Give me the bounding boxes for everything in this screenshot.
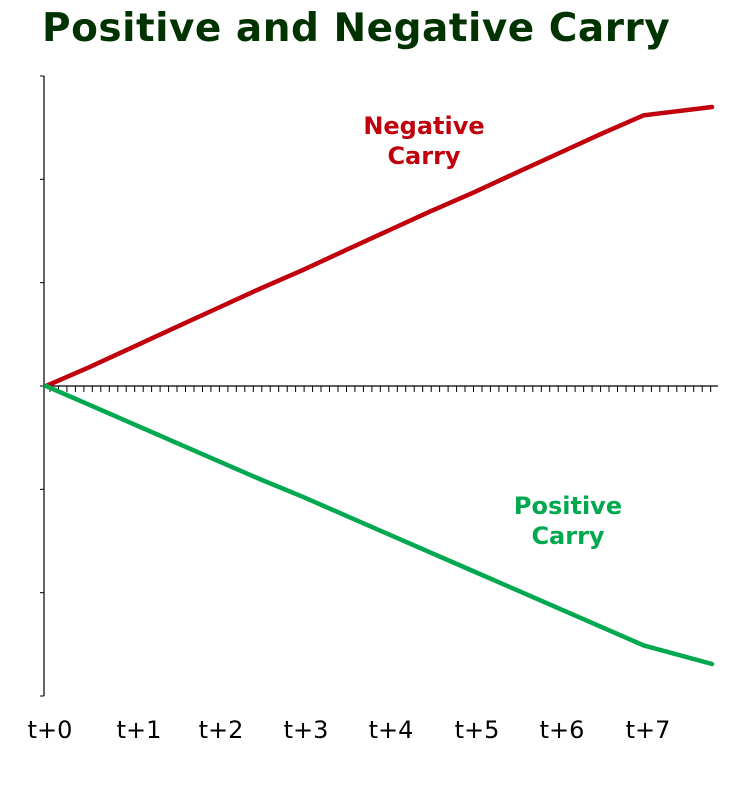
x-tick-label: t+2 (199, 716, 244, 744)
x-tick-label: t+0 (28, 716, 73, 744)
negative-carry-line (43, 104, 715, 389)
x-tick-label: t+7 (626, 716, 671, 744)
x-tick-label: t+3 (284, 716, 329, 744)
x-tick-labels: t+0 t+1 t+2 t+3 t+4 t+5 t+6 t+7 (28, 716, 671, 744)
axes (40, 75, 718, 697)
x-tick-label: t+4 (369, 716, 414, 744)
positive-carry-line (43, 383, 715, 667)
series-labels: Negative Carry Positive Carry (363, 112, 622, 550)
x-tick-label: t+6 (540, 716, 585, 744)
positive-carry-label: Positive Carry (514, 492, 622, 550)
chart-title: Positive and Negative Carry (42, 6, 671, 51)
series-lines (43, 104, 715, 667)
x-tick-label: t+1 (117, 716, 162, 744)
negative-carry-label: Negative Carry (363, 112, 484, 170)
x-tick-label: t+5 (455, 716, 500, 744)
